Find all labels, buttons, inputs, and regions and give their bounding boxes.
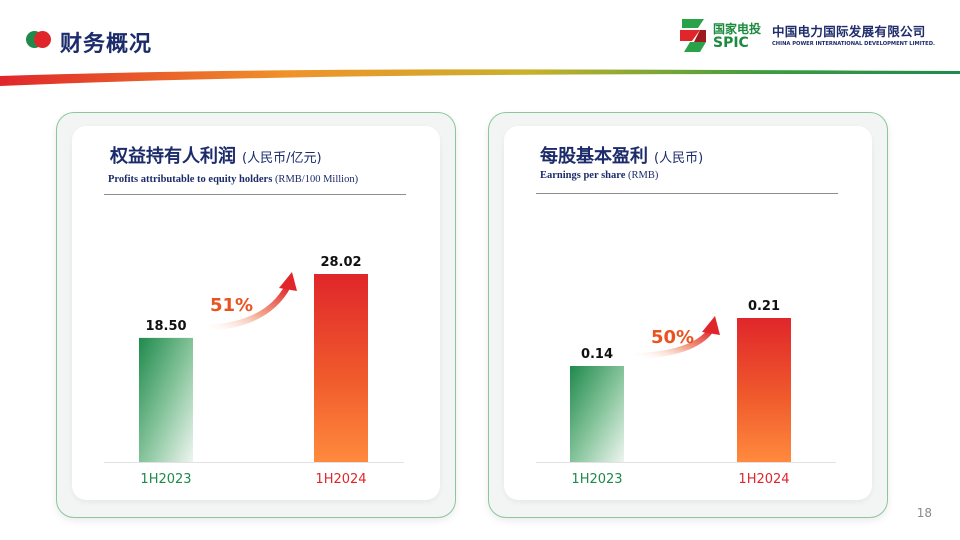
eps-subtitle-unit: (RMB) bbox=[628, 170, 659, 181]
profit-category-label-1H2024: 1H2024 bbox=[315, 472, 366, 487]
logo-brand-en: SPIC bbox=[713, 35, 749, 51]
eps-growth-label: 50% bbox=[651, 327, 694, 348]
profit-chart-title: 权益持有人利润 (人民币/亿元) bbox=[110, 142, 322, 168]
profit-title-unit: (人民币/亿元) bbox=[242, 151, 322, 166]
profit-card bbox=[72, 126, 440, 500]
profit-growth-arrow-icon bbox=[202, 283, 291, 331]
page-title: 财务概况 bbox=[60, 32, 153, 57]
profit-chart-subtitle: Profits attributable to equity holders (… bbox=[108, 174, 358, 185]
profit-bar-1H2023 bbox=[139, 337, 193, 462]
profit-title-rule bbox=[104, 194, 406, 195]
eps-bar-1H2024 bbox=[737, 318, 791, 462]
logo-company-en: CHINA POWER INTERNATIONAL DEVELOPMENT LI… bbox=[772, 41, 935, 47]
red-dot-icon bbox=[34, 31, 51, 48]
eps-growth-arrowhead-icon bbox=[702, 316, 720, 335]
logo-company-cn: 中国电力国际发展有限公司 bbox=[772, 24, 926, 39]
header-color-band bbox=[0, 69, 960, 86]
header-dots-icon bbox=[26, 31, 52, 49]
company-logo: 国家电投 SPIC 中国电力国际发展有限公司 CHINA POWER INTER… bbox=[676, 14, 946, 58]
eps-title-text: 每股基本盈利 bbox=[540, 146, 648, 167]
eps-growth-arrow-icon bbox=[633, 327, 714, 359]
page-number: 18 bbox=[916, 506, 932, 520]
eps-chart-title: 每股基本盈利 (人民币) bbox=[540, 142, 703, 168]
logo-brand-cn: 国家电投 bbox=[713, 22, 762, 36]
eps-category-label-1H2023: 1H2023 bbox=[571, 472, 622, 487]
eps-subtitle-text: Earnings per share bbox=[540, 170, 626, 181]
eps-value-label-1H2024: 0.21 bbox=[748, 299, 780, 314]
profit-subtitle-unit: (RMB/100 Million) bbox=[274, 174, 359, 185]
profit-growth-label: 51% bbox=[210, 295, 253, 316]
eps-card bbox=[504, 126, 872, 500]
eps-chart-subtitle: Earnings per share (RMB) bbox=[540, 170, 658, 181]
profit-bar-1H2024 bbox=[314, 274, 368, 462]
profit-growth-arrowhead-icon bbox=[279, 272, 297, 291]
profit-value-label-1H2023: 18.50 bbox=[145, 319, 186, 334]
profit-category-label-1H2023: 1H2023 bbox=[140, 472, 191, 487]
eps-title-rule bbox=[536, 193, 838, 194]
profit-subtitle-text: Profits attributable to equity holders bbox=[108, 174, 273, 185]
profit-title-text: 权益持有人利润 bbox=[110, 146, 236, 167]
eps-bar-1H2023 bbox=[570, 366, 624, 462]
eps-value-label-1H2023: 0.14 bbox=[581, 347, 613, 362]
profit-value-label-1H2024: 28.02 bbox=[320, 255, 361, 270]
eps-category-label-1H2024: 1H2024 bbox=[738, 472, 789, 487]
eps-title-unit: (人民币) bbox=[654, 151, 704, 166]
spic-logo-icon bbox=[680, 19, 706, 52]
